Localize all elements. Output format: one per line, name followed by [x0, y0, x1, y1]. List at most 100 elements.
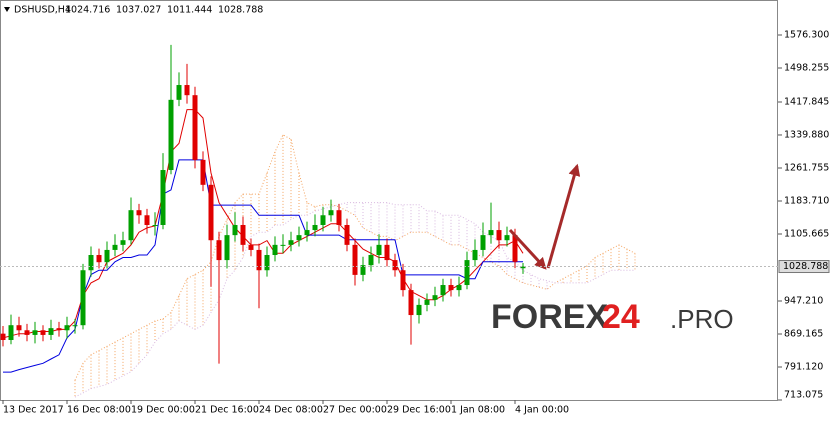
candle-body: [240, 224, 246, 245]
price-box: [778, 260, 830, 274]
candle-body: [136, 210, 142, 216]
x-tick-label: 24 Dec 08:00: [259, 405, 323, 416]
candle-body: [456, 285, 462, 291]
candle-body: [232, 224, 238, 236]
x-tick-label: 13 Dec 2017: [3, 405, 64, 416]
candle-body: [512, 235, 518, 262]
x-tick-label: 27 Dec 00:00: [323, 405, 387, 416]
candle-body: [72, 325, 78, 327]
candle-body: [56, 328, 62, 331]
candle-body: [472, 249, 478, 261]
x-tick-label: 29 Dec 16:00: [387, 405, 451, 416]
candle-body: [64, 325, 70, 331]
plot-frame: [0, 0, 778, 401]
down-arrow: [508, 228, 547, 270]
candle-body: [480, 235, 486, 250]
candle-body: [112, 244, 118, 250]
brand-name: FOREX: [491, 298, 608, 336]
candle-body: [520, 266, 526, 269]
candle-body: [376, 244, 382, 256]
x-tick-label: 19 Dec 00:00: [131, 405, 195, 416]
candle-body: [88, 255, 94, 271]
candle-body: [152, 224, 158, 226]
candle-body: [224, 235, 230, 261]
candle-body: [392, 260, 398, 271]
candle-body: [496, 230, 502, 241]
up-arrow: [546, 163, 581, 269]
candle-body: [432, 295, 438, 300]
header-close: 1028.788: [218, 5, 263, 16]
candle-body: [216, 240, 222, 261]
y-tick-label: 791.120: [784, 362, 823, 373]
x-tick-label: 16 Dec 08:00: [67, 405, 131, 416]
candle-body: [104, 249, 110, 263]
candle-body: [280, 244, 286, 246]
y-tick-label: 947.210: [784, 296, 823, 307]
header-symbol: DSHUSD,H4: [14, 5, 71, 16]
candle-body: [128, 210, 134, 241]
header-low: 1011.444: [167, 5, 212, 16]
y-tick-label: 1261.755: [784, 163, 829, 174]
price-label: 1028.788: [783, 261, 828, 272]
candle-body: [176, 85, 182, 100]
candle-body: [0, 333, 6, 340]
span-a: [74, 134, 636, 381]
brand-suffix: .PRO: [670, 304, 734, 334]
candle-body: [384, 244, 390, 261]
candle-body: [120, 240, 126, 245]
candle-body: [304, 230, 310, 236]
candle-body: [320, 215, 326, 225]
candle-body: [184, 85, 190, 96]
candle-body: [80, 270, 86, 326]
candle-body: [416, 304, 422, 316]
candle-body: [504, 235, 510, 241]
candle-body: [424, 299, 430, 305]
span-b: [74, 202, 635, 398]
header-high: 1037.027: [116, 5, 161, 16]
candle-body: [256, 249, 262, 271]
candle-body: [8, 325, 14, 340]
candle-body: [368, 255, 374, 266]
candle-body: [336, 210, 342, 225]
header-open: 1024.716: [65, 5, 110, 16]
candle-body: [352, 244, 358, 275]
candle-body: [208, 184, 214, 241]
candle-body: [24, 330, 30, 335]
y-tick-label: 1417.845: [784, 97, 829, 108]
indicator-line: [3, 159, 523, 373]
y-tick-label: 1339.880: [784, 129, 829, 140]
candle-body: [264, 255, 270, 271]
x-tick-label: 4 Jan 00:00: [515, 405, 569, 416]
candle-body: [32, 330, 38, 335]
candle-body: [440, 285, 446, 296]
y-tick-label: 1183.710: [784, 196, 829, 207]
y-tick-label: 1498.255: [784, 63, 829, 74]
header-toggle: [4, 7, 10, 12]
candle-body: [448, 285, 454, 291]
candle-body: [192, 95, 198, 160]
candle-body: [248, 244, 254, 250]
candle-body: [48, 328, 54, 335]
candle-body: [160, 170, 166, 225]
candle-body: [144, 215, 150, 225]
candle-body: [408, 290, 414, 316]
candle-body: [272, 244, 278, 256]
candle-body: [360, 265, 366, 275]
candle-body: [200, 159, 206, 185]
candle-body: [96, 255, 102, 263]
candle-body: [312, 224, 318, 231]
x-tick-label: 1 Jan 08:00: [451, 405, 505, 416]
x-tick-label: 21 Dec 16:00: [195, 405, 259, 416]
candle-body: [288, 240, 294, 245]
candle-body: [296, 235, 302, 241]
candle-body: [464, 260, 470, 286]
candle-body: [400, 270, 406, 291]
y-tick-label: 713.075: [784, 390, 823, 401]
y-tick-label: 1576.300: [784, 30, 829, 41]
candle-body: [328, 210, 334, 216]
y-tick-label: 1105.665: [784, 229, 829, 240]
candle-body: [40, 330, 46, 335]
y-tick-label: 869.165: [784, 329, 823, 340]
